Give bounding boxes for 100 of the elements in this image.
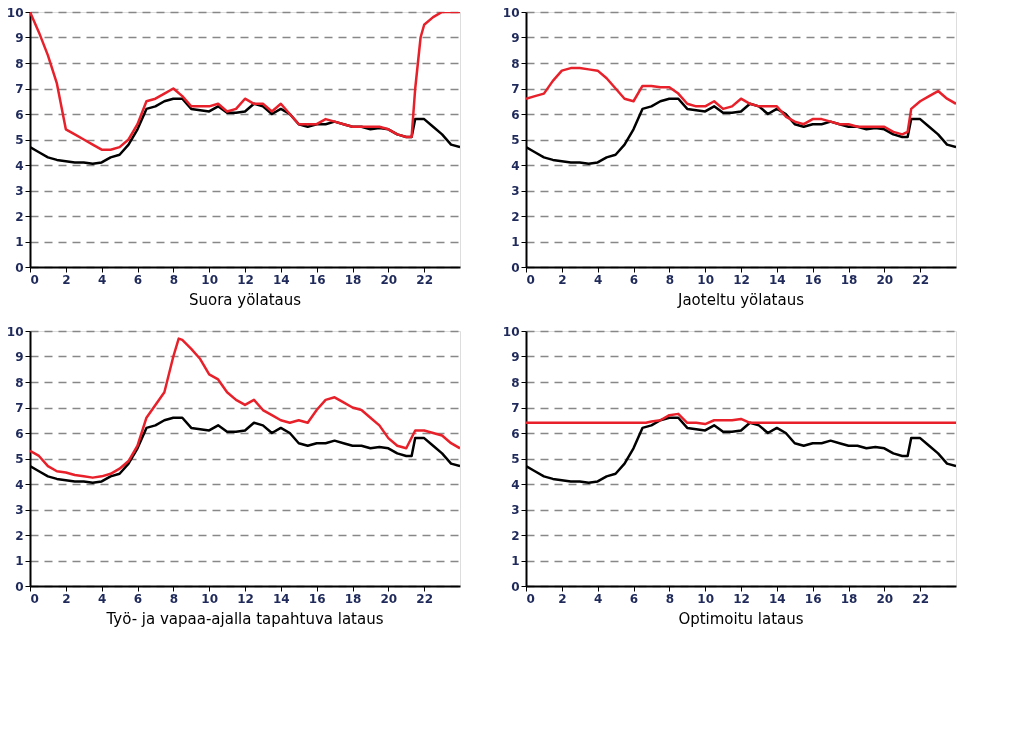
y-tick-label: 2: [15, 528, 24, 543]
x-tick-label: 8: [665, 272, 675, 287]
line-series: [30, 337, 460, 479]
y-tick-label: 5: [511, 452, 520, 466]
y-tick-label: 3: [15, 503, 24, 517]
y-tick-label: 2: [511, 209, 520, 224]
y-tick-label: 10: [6, 324, 24, 339]
y-tick-label: 1: [511, 554, 520, 568]
x-tick-label: 20: [876, 591, 894, 606]
y-tick-label: 6: [15, 107, 24, 122]
y-tick-label: 0: [511, 579, 520, 594]
x-tick-label: 18: [344, 272, 362, 287]
x-tick-label: 10: [697, 591, 715, 606]
x-tick-label: 6: [629, 272, 639, 287]
y-tick-label: 6: [511, 107, 520, 122]
y-tick-label: 9: [15, 31, 24, 45]
line-series: [30, 12, 460, 151]
y-tick-label: 3: [15, 184, 24, 198]
y-tick-label: 1: [511, 235, 520, 249]
x-tick-label: 20: [380, 591, 398, 606]
line-series: [526, 66, 956, 136]
x-tick-label: 2: [558, 272, 567, 287]
x-tick-label: 2: [62, 272, 71, 287]
y-tick-label: 9: [15, 350, 24, 364]
y-tick-label: 7: [15, 82, 24, 96]
text: Optimoitu lataus: [678, 610, 804, 628]
x-tick-label: 10: [201, 272, 219, 287]
y-tick-label: 0: [15, 260, 24, 275]
x-tick-label: 6: [133, 591, 143, 606]
x-tick-label: 6: [133, 272, 143, 287]
y-tick-label: 8: [511, 56, 520, 71]
x-tick-label: 22: [912, 272, 930, 287]
x-tick-label: 12: [733, 272, 750, 287]
text: Jaoteltu yölataus: [676, 291, 805, 309]
x-tick-label: 0: [30, 272, 39, 287]
x-tick-label: 12: [733, 591, 750, 606]
x-tick-label: 2: [558, 591, 567, 606]
y-tick-label: 10: [502, 324, 520, 339]
y-tick-label: 8: [15, 56, 24, 71]
x-tick-label: 4: [593, 591, 603, 606]
text: Työ- ja vapaa-ajalla tapahtuva lataus: [105, 610, 384, 628]
x-tick-label: 6: [629, 591, 639, 606]
y-tick-label: 4: [511, 477, 520, 492]
line-series: [526, 412, 956, 426]
x-tick-label: 18: [344, 591, 362, 606]
x-tick-label: 18: [840, 272, 858, 287]
x-tick-label: 8: [169, 591, 179, 606]
y-tick-label: 4: [15, 158, 24, 173]
x-tick-label: 14: [768, 272, 786, 287]
x-tick-label: 16: [804, 272, 822, 287]
y-tick-label: 9: [511, 350, 520, 364]
y-tick-label: 3: [511, 184, 520, 198]
x-tick-label: 16: [804, 591, 822, 606]
y-tick-label: 5: [15, 133, 24, 147]
y-tick-label: 7: [511, 401, 520, 415]
y-tick-label: 10: [6, 5, 24, 20]
x-tick-label: 0: [526, 272, 535, 287]
x-tick-label: 16: [308, 591, 326, 606]
x-tick-label: 8: [665, 591, 675, 606]
x-tick-label: 14: [272, 591, 290, 606]
x-tick-label: 14: [768, 591, 786, 606]
x-tick-label: 2: [62, 591, 71, 606]
x-tick-label: 8: [169, 272, 179, 287]
y-tick-label: 4: [511, 158, 520, 173]
x-tick-label: 18: [840, 591, 858, 606]
x-tick-label: 16: [308, 272, 326, 287]
y-tick-label: 8: [15, 375, 24, 390]
y-tick-label: 4: [15, 477, 24, 492]
x-tick-label: 22: [912, 591, 930, 606]
x-tick-label: 22: [416, 272, 434, 287]
y-tick-label: 5: [511, 133, 520, 147]
y-tick-label: 7: [15, 401, 24, 415]
x-tick-label: 0: [30, 591, 39, 606]
y-tick-label: 2: [511, 528, 520, 543]
y-tick-label: 0: [511, 260, 520, 275]
y-tick-label: 9: [511, 31, 520, 45]
y-tick-label: 8: [511, 375, 520, 390]
y-tick-label: 6: [511, 426, 520, 441]
x-tick-label: 10: [697, 272, 715, 287]
x-tick-label: 10: [201, 591, 219, 606]
y-tick-label: 6: [15, 426, 24, 441]
y-tick-label: 3: [511, 503, 520, 517]
x-tick-label: 4: [593, 272, 603, 287]
y-tick-label: 7: [511, 82, 520, 96]
y-tick-label: 10: [502, 5, 520, 20]
x-tick-label: 20: [380, 272, 398, 287]
y-tick-label: 0: [15, 579, 24, 594]
x-tick-label: 20: [876, 272, 894, 287]
text: Suora yölataus: [188, 291, 302, 309]
y-tick-label: 1: [15, 554, 24, 568]
x-tick-label: 12: [237, 272, 254, 287]
y-tick-label: 5: [15, 452, 24, 466]
x-tick-label: 22: [416, 591, 434, 606]
x-tick-label: 12: [237, 591, 254, 606]
x-tick-label: 0: [526, 591, 535, 606]
y-tick-label: 1: [15, 235, 24, 249]
x-tick-label: 14: [272, 272, 290, 287]
y-tick-label: 2: [15, 209, 24, 224]
x-tick-label: 4: [97, 591, 107, 606]
x-tick-label: 4: [97, 272, 107, 287]
